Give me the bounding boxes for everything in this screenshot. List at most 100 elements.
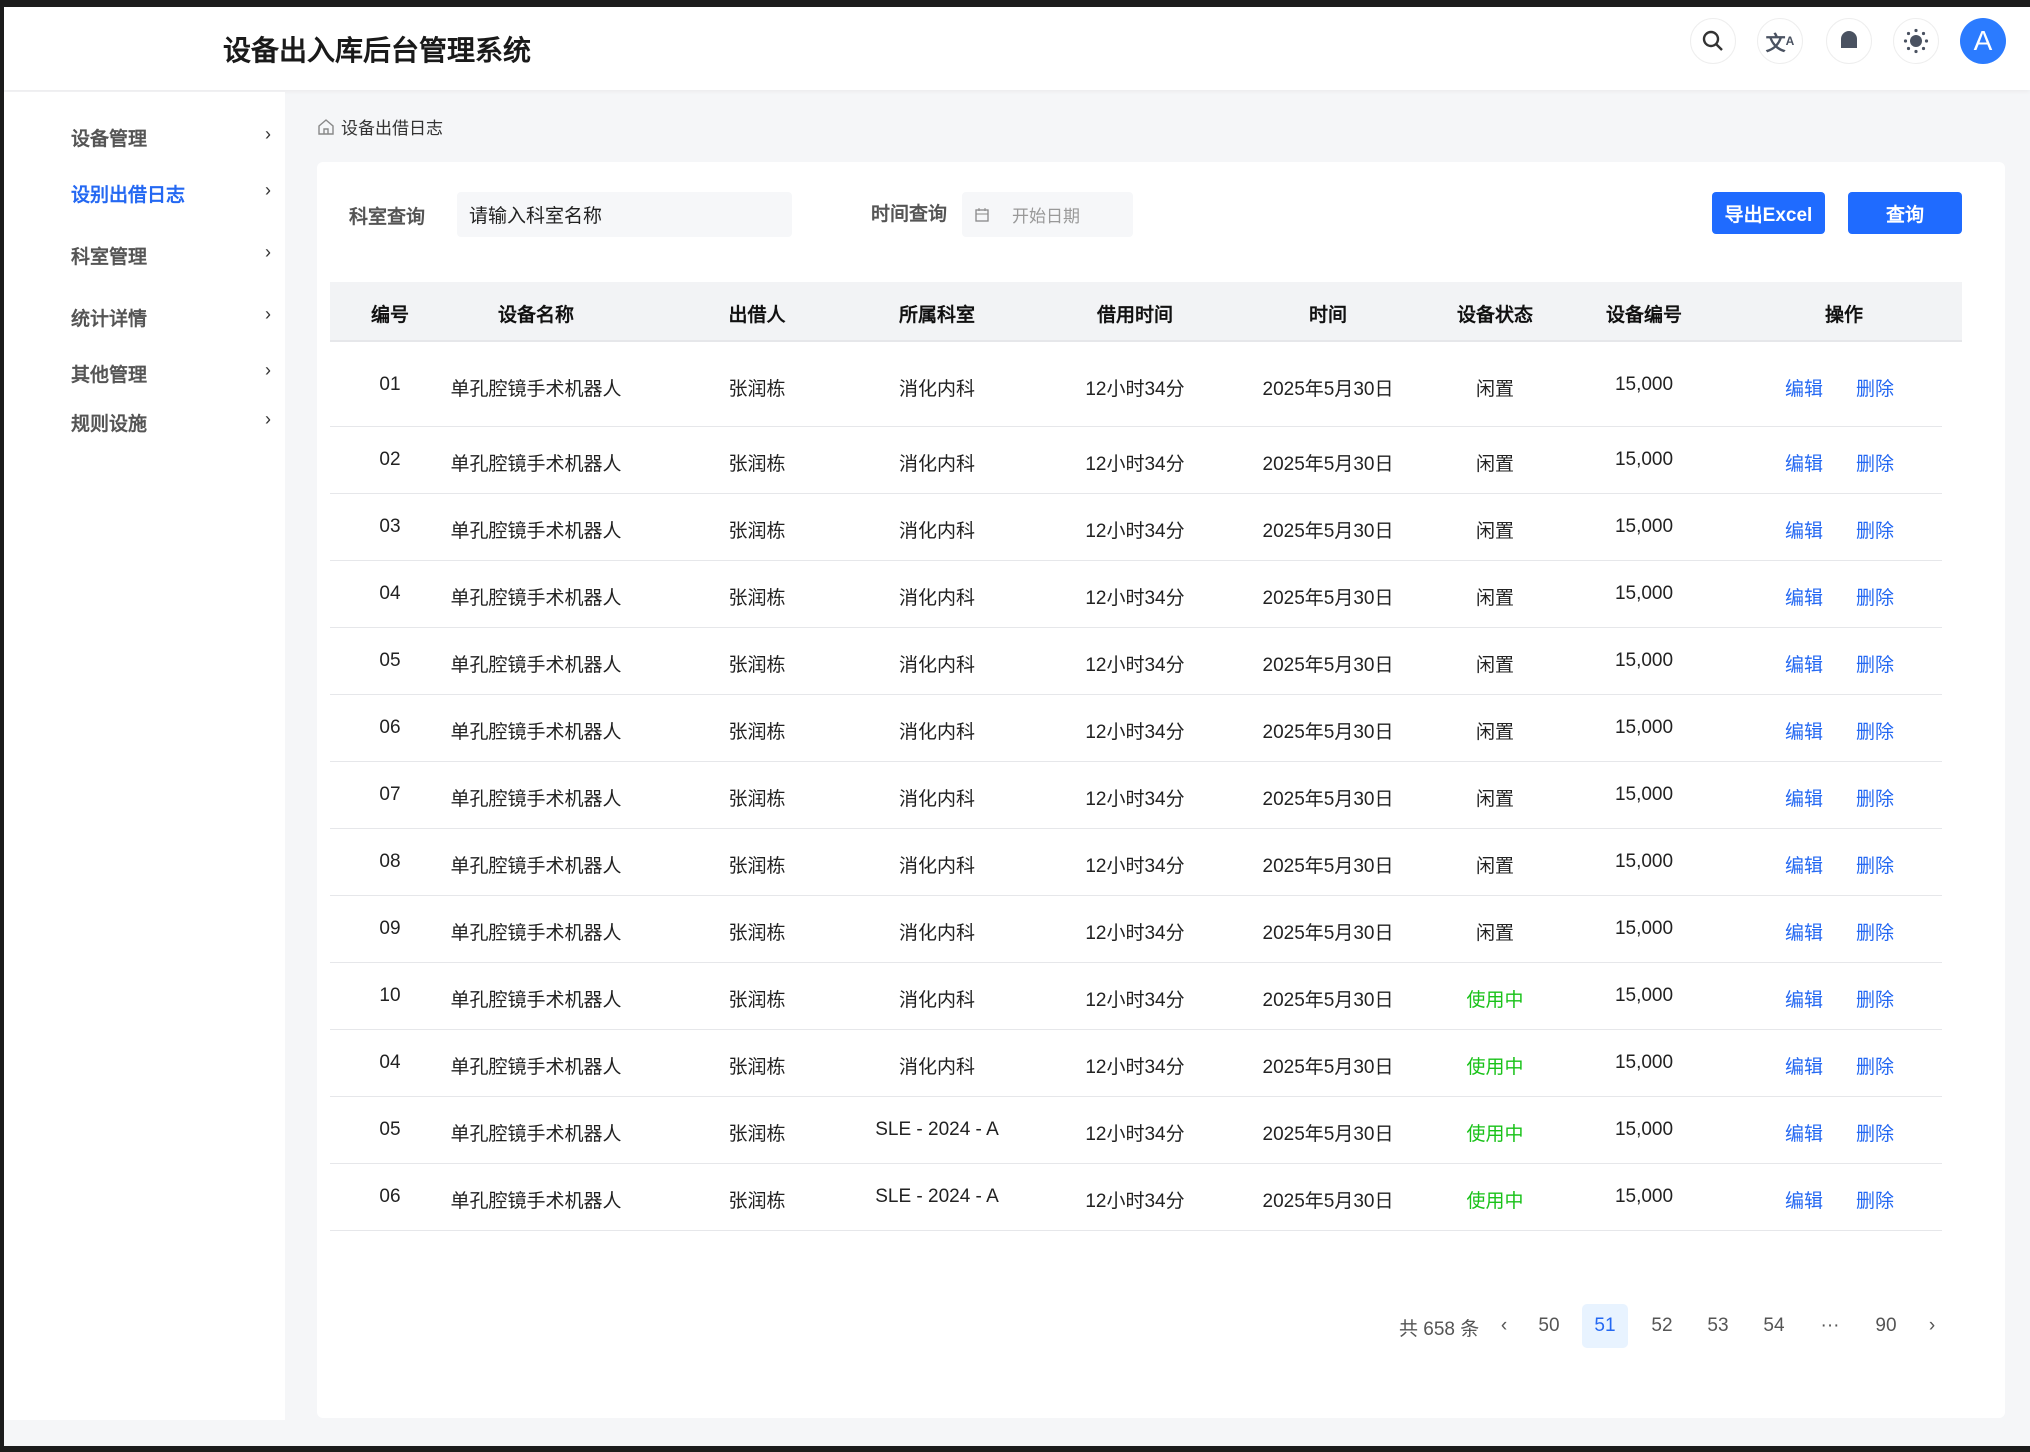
row-id: 08 bbox=[379, 851, 401, 872]
sidebar-item[interactable]: 规则设施 › bbox=[71, 409, 271, 436]
sidebar-item-label: 其他管理 bbox=[71, 365, 148, 386]
sidebar-item[interactable]: 设别出借日志 › bbox=[71, 180, 271, 207]
device-status: 闲置 bbox=[1475, 521, 1515, 542]
device-number: 15,000 bbox=[1614, 1119, 1674, 1140]
edit-link[interactable]: 编辑 bbox=[1784, 1191, 1824, 1212]
sidebar-item[interactable]: 其他管理 › bbox=[71, 360, 271, 387]
edit-link[interactable]: 编辑 bbox=[1784, 789, 1824, 810]
row-id: 06 bbox=[379, 717, 401, 738]
delete-link[interactable]: 删除 bbox=[1855, 454, 1895, 475]
device-number: 15,000 bbox=[1614, 1186, 1674, 1207]
bell-icon[interactable] bbox=[1826, 18, 1872, 64]
edit-link[interactable]: 编辑 bbox=[1784, 923, 1824, 944]
delete-link[interactable]: 删除 bbox=[1855, 588, 1895, 609]
delete-link[interactable]: 删除 bbox=[1855, 990, 1895, 1011]
table-row: 03 单孔腔镜手术机器人 张润栋 消化内科 12小时34分 2025年5月30日 闲置 15,… bbox=[330, 494, 1942, 561]
date: 2025年5月30日 bbox=[1262, 856, 1394, 877]
device-status: 闲置 bbox=[1475, 655, 1515, 676]
chevron-right-icon: › bbox=[265, 180, 271, 200]
delete-link[interactable]: 删除 bbox=[1855, 655, 1895, 676]
device-number: 15,000 bbox=[1614, 717, 1674, 738]
device-number: 15,000 bbox=[1614, 449, 1674, 470]
department: 消化内科 bbox=[898, 1057, 976, 1078]
delete-link[interactable]: 删除 bbox=[1855, 521, 1895, 542]
edit-link[interactable]: 编辑 bbox=[1784, 588, 1824, 609]
edit-link[interactable]: 编辑 bbox=[1784, 856, 1824, 877]
column-header: 设备状态 bbox=[1456, 305, 1534, 326]
date: 2025年5月30日 bbox=[1262, 722, 1394, 743]
borrow-duration: 12小时34分 bbox=[1085, 655, 1185, 676]
sidebar-item[interactable]: 统计详情 › bbox=[71, 304, 271, 331]
device-name: 单孔腔镜手术机器人 bbox=[450, 1191, 622, 1212]
edit-link[interactable]: 编辑 bbox=[1784, 655, 1824, 676]
delete-link[interactable]: 删除 bbox=[1855, 1124, 1895, 1145]
pagination-total: 共 658 条 bbox=[1399, 1319, 1480, 1340]
table-row: 06 单孔腔镜手术机器人 张润栋 消化内科 12小时34分 2025年5月30日 闲置 15,… bbox=[330, 695, 1942, 762]
borrower: 张润栋 bbox=[728, 588, 786, 609]
app-header: 设备出入库后台管理系统 bbox=[4, 7, 2030, 90]
borrow-duration: 12小时34分 bbox=[1085, 789, 1185, 810]
edit-link[interactable]: 编辑 bbox=[1784, 521, 1824, 542]
dept-search-input[interactable]: 请输入科室名称 bbox=[457, 192, 792, 237]
row-id: 10 bbox=[379, 985, 401, 1006]
edit-link[interactable]: 编辑 bbox=[1784, 1124, 1824, 1145]
row-id: 04 bbox=[379, 1052, 401, 1073]
delete-link[interactable]: 删除 bbox=[1855, 722, 1895, 743]
pagination-prev[interactable]: ‹ bbox=[1500, 1315, 1508, 1336]
row-id: 04 bbox=[379, 583, 401, 604]
department: 消化内科 bbox=[898, 923, 976, 944]
delete-link[interactable]: 删除 bbox=[1855, 1057, 1895, 1078]
user-avatar[interactable]: A bbox=[1960, 18, 2006, 64]
borrow-duration: 12小时34分 bbox=[1085, 990, 1185, 1011]
row-id: 09 bbox=[379, 918, 401, 939]
sidebar-item[interactable]: 设备管理 › bbox=[71, 124, 271, 151]
search-icon[interactable] bbox=[1690, 18, 1736, 64]
pagination-ellipsis[interactable]: ··· bbox=[1820, 1315, 1840, 1336]
borrow-duration: 12小时34分 bbox=[1085, 722, 1185, 743]
borrow-duration: 12小时34分 bbox=[1085, 521, 1185, 542]
theme-sun-icon[interactable] bbox=[1893, 18, 1939, 64]
borrow-duration: 12小时34分 bbox=[1085, 1057, 1185, 1078]
delete-link[interactable]: 删除 bbox=[1855, 1191, 1895, 1212]
device-number: 15,000 bbox=[1614, 1052, 1674, 1073]
pagination-page[interactable]: 50 bbox=[1538, 1315, 1560, 1336]
edit-link[interactable]: 编辑 bbox=[1784, 379, 1824, 400]
time-filter-label: 时间查询 bbox=[871, 204, 948, 225]
edit-link[interactable]: 编辑 bbox=[1784, 1057, 1824, 1078]
borrow-duration: 12小时34分 bbox=[1085, 1191, 1185, 1212]
delete-link[interactable]: 删除 bbox=[1855, 856, 1895, 877]
borrower: 张润栋 bbox=[728, 454, 786, 475]
date: 2025年5月30日 bbox=[1262, 1057, 1394, 1078]
borrower: 张润栋 bbox=[728, 990, 786, 1011]
delete-link[interactable]: 删除 bbox=[1855, 789, 1895, 810]
device-number: 15,000 bbox=[1614, 374, 1674, 395]
edit-link[interactable]: 编辑 bbox=[1784, 990, 1824, 1011]
sidebar-item[interactable]: 科室管理 › bbox=[71, 242, 271, 269]
delete-link[interactable]: 删除 bbox=[1855, 379, 1895, 400]
query-button[interactable]: 查询 bbox=[1848, 192, 1962, 234]
pagination-page[interactable]: 90 bbox=[1875, 1315, 1897, 1336]
device-name: 单孔腔镜手术机器人 bbox=[450, 454, 622, 475]
delete-link[interactable]: 删除 bbox=[1855, 923, 1895, 944]
edit-link[interactable]: 编辑 bbox=[1784, 454, 1824, 475]
start-date-input[interactable]: 开始日期 bbox=[962, 192, 1133, 237]
column-header: 所属科室 bbox=[898, 305, 976, 326]
pagination-page[interactable]: 54 bbox=[1763, 1315, 1785, 1336]
department: 消化内科 bbox=[898, 856, 976, 877]
pagination-page[interactable]: 53 bbox=[1707, 1315, 1729, 1336]
date: 2025年5月30日 bbox=[1262, 655, 1394, 676]
pagination-page[interactable]: 52 bbox=[1651, 1315, 1673, 1336]
export-excel-button[interactable]: 导出Excel bbox=[1712, 192, 1825, 234]
device-name: 单孔腔镜手术机器人 bbox=[450, 379, 622, 400]
device-name: 单孔腔镜手术机器人 bbox=[450, 923, 622, 944]
edit-link[interactable]: 编辑 bbox=[1784, 722, 1824, 743]
table-row: 10 单孔腔镜手术机器人 张润栋 消化内科 12小时34分 2025年5月30日 使用中 15… bbox=[330, 963, 1942, 1030]
borrow-duration: 12小时34分 bbox=[1085, 588, 1185, 609]
pagination-page[interactable]: 51 bbox=[1582, 1304, 1628, 1348]
borrow-duration: 12小时34分 bbox=[1085, 454, 1185, 475]
borrower: 张润栋 bbox=[728, 923, 786, 944]
device-number: 15,000 bbox=[1614, 985, 1674, 1006]
pagination-next[interactable]: › bbox=[1928, 1315, 1936, 1336]
device-number: 15,000 bbox=[1614, 650, 1674, 671]
